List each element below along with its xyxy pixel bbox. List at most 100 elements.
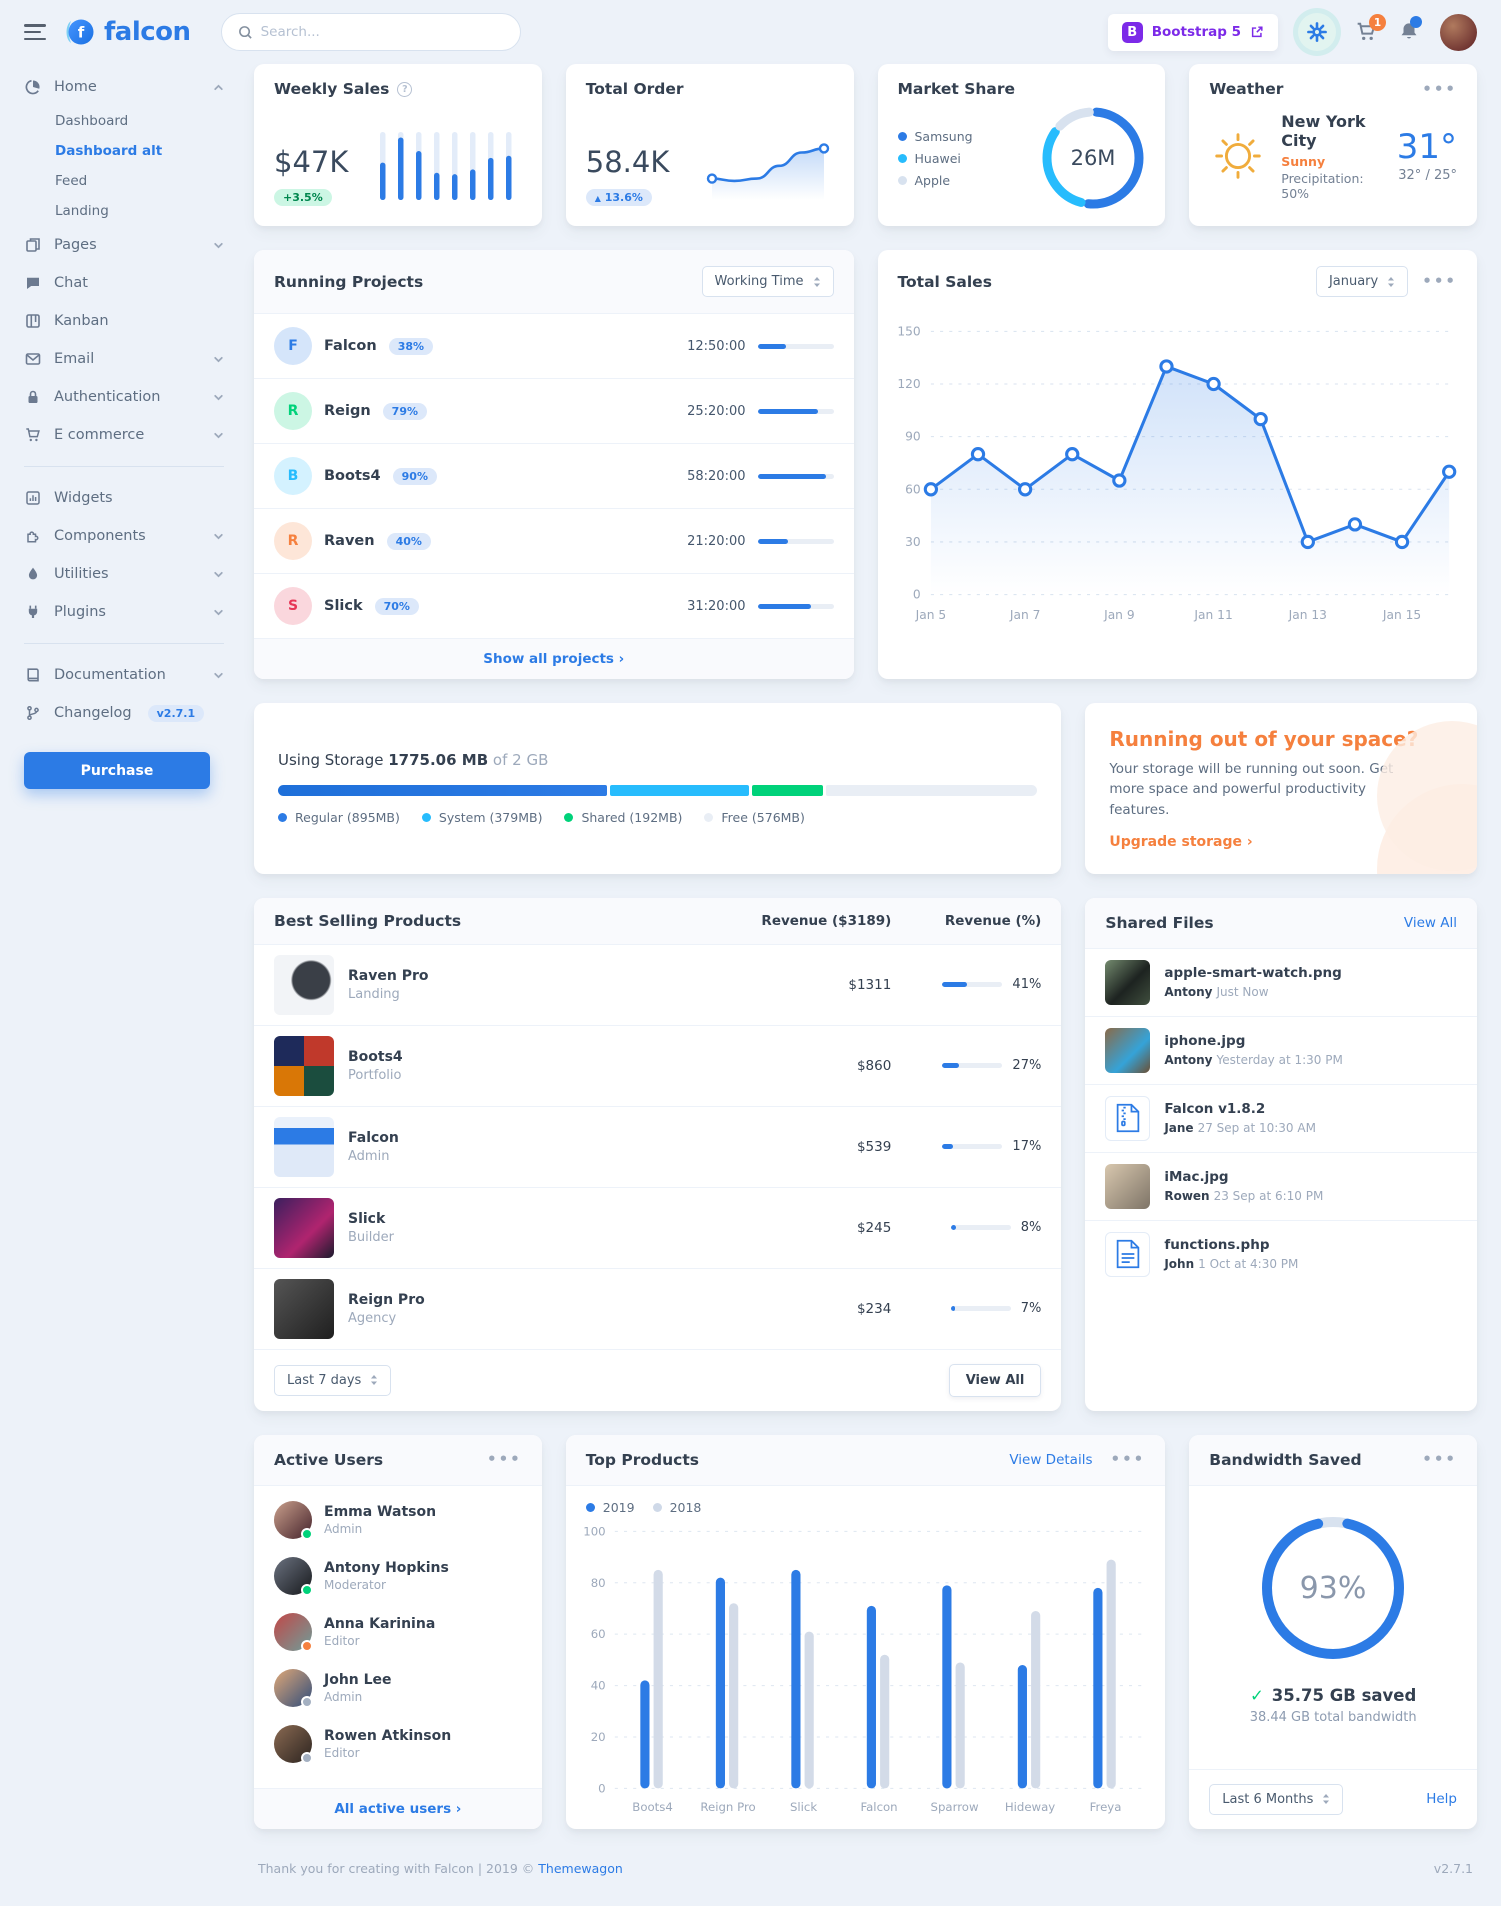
- product-name[interactable]: Reign Pro: [348, 1291, 425, 1308]
- working-time-select[interactable]: Working Time: [701, 266, 834, 297]
- zip-file-icon: [1105, 1095, 1151, 1141]
- month-select[interactable]: January: [1315, 266, 1409, 297]
- navbar-right: B Bootstrap 5: [1107, 13, 1477, 51]
- svg-text:0: 0: [912, 588, 920, 602]
- storage-legend-item: Free (576MB): [704, 810, 805, 825]
- sidebar-item-feed[interactable]: Feed: [55, 173, 88, 189]
- help-link[interactable]: Help: [1426, 1791, 1457, 1808]
- svg-text:Jan 9: Jan 9: [1103, 608, 1135, 622]
- search-input[interactable]: [260, 24, 504, 40]
- falcon-logo-icon: f: [62, 15, 96, 49]
- file-name[interactable]: Falcon v1.8.2: [1164, 1101, 1266, 1118]
- bootstrap-icon: B: [1121, 21, 1143, 43]
- sidebar-item-components[interactable]: Components: [24, 517, 224, 555]
- plug-icon: [24, 604, 42, 620]
- active-users-title: Active Users: [274, 1450, 384, 1469]
- svg-text:26M: 26M: [1071, 146, 1116, 170]
- email-icon: [24, 351, 42, 367]
- total-order-sparkline: [702, 126, 834, 206]
- sidebar-item-kanban[interactable]: Kanban: [24, 302, 224, 340]
- sidebar-item-widgets[interactable]: Widgets: [24, 479, 224, 517]
- upgrade-storage-link[interactable]: Upgrade storage ›: [1109, 833, 1253, 850]
- notifications-button[interactable]: [1398, 16, 1422, 43]
- sidebar-nav: Home Dashboard Dashboard alt Feed Landing Pag…: [24, 68, 224, 732]
- last-6-months-select[interactable]: Last 6 Months: [1209, 1783, 1344, 1815]
- weather-menu-icon[interactable]: •••: [1422, 79, 1457, 98]
- file-name[interactable]: iMac.jpg: [1164, 1169, 1229, 1186]
- sidebar-item-chat[interactable]: Chat: [24, 264, 224, 302]
- product-thumbnail: [274, 1035, 334, 1096]
- menu-toggle-icon[interactable]: [24, 24, 46, 40]
- product-name[interactable]: Raven Pro: [348, 967, 429, 984]
- show-all-projects-link[interactable]: Show all projects ›: [254, 638, 854, 679]
- bootstrap-link[interactable]: B Bootstrap 5: [1107, 13, 1278, 51]
- sidebar-item-dashboard-alt[interactable]: Dashboard alt: [55, 143, 163, 159]
- project-percent-badge: 40%: [386, 532, 431, 550]
- product-name[interactable]: Boots4: [348, 1048, 403, 1065]
- sidebar-item-dashboard[interactable]: Dashboard: [55, 113, 129, 129]
- user-name[interactable]: Anna Karinina: [324, 1615, 436, 1632]
- file-name[interactable]: apple-smart-watch.png: [1164, 965, 1342, 982]
- main-content: Weekly Sales? $47K +3.5% Total Order 58.…: [234, 64, 1501, 1906]
- user-name[interactable]: Antony Hopkins: [324, 1559, 449, 1576]
- sidebar-item-email[interactable]: Email: [24, 340, 224, 378]
- revenue-percent-bar: [950, 1306, 1011, 1312]
- status-dot: [301, 1527, 313, 1540]
- view-details-link[interactable]: View Details: [1009, 1451, 1093, 1468]
- sidebar-item-pages[interactable]: Pages: [24, 226, 224, 264]
- sidebar-item-utilities[interactable]: Utilities: [24, 555, 224, 593]
- project-name[interactable]: Falcon: [324, 338, 377, 354]
- project-name[interactable]: Reign: [324, 403, 371, 419]
- last-7-days-select[interactable]: Last 7 days: [274, 1364, 392, 1396]
- active-users-list: Emma Watson Admin Antony Hopkins Moderat…: [254, 1486, 542, 1772]
- user-name[interactable]: John Lee: [324, 1671, 392, 1688]
- sidebar-item-changelog[interactable]: Changelog v2.7.1: [24, 694, 224, 732]
- bandwidth-menu-icon[interactable]: •••: [1422, 1450, 1457, 1469]
- help-icon[interactable]: ?: [397, 81, 413, 97]
- sidebar-divider: [24, 466, 224, 467]
- file-name[interactable]: iphone.jpg: [1164, 1033, 1246, 1050]
- active-users-menu-icon[interactable]: •••: [486, 1450, 522, 1469]
- sidebar-item-authentication[interactable]: Authentication: [24, 378, 224, 416]
- falcon-logo[interactable]: f falcon: [62, 15, 191, 49]
- user-name[interactable]: Rowen Atkinson: [324, 1727, 452, 1744]
- cart-button[interactable]: 1: [1356, 14, 1386, 43]
- top-products-legend-item: 2019: [585, 1500, 635, 1515]
- active-user-row: John Lee Admin: [254, 1660, 542, 1716]
- product-name[interactable]: Falcon: [348, 1129, 399, 1146]
- market-share-title: Market Share: [897, 80, 1016, 98]
- purchase-button[interactable]: Purchase: [24, 752, 210, 789]
- search-box[interactable]: [220, 13, 521, 51]
- themewagon-link[interactable]: Themewagon: [538, 1860, 623, 1876]
- sidebar-item-documentation[interactable]: Documentation: [24, 656, 224, 694]
- sidebar-item-e-commerce[interactable]: E commerce: [24, 416, 224, 454]
- user-role: Editor: [324, 1633, 360, 1648]
- pages-icon: [24, 237, 42, 253]
- file-name[interactable]: functions.php: [1164, 1237, 1270, 1254]
- total-order-badge: ▲ 13.6%: [585, 189, 652, 206]
- user-avatar[interactable]: [1440, 13, 1477, 51]
- shared-files-view-all-link[interactable]: View All: [1403, 914, 1457, 931]
- project-name[interactable]: Boots4: [324, 468, 381, 484]
- chat-icon: [24, 275, 42, 291]
- sidebar-item-landing[interactable]: Landing: [55, 203, 109, 219]
- all-active-users-link[interactable]: All active users ›: [254, 1787, 542, 1829]
- market-share-legend: Samsung Huawei Apple: [897, 129, 973, 188]
- widgets-icon: [24, 490, 42, 506]
- top-products-menu-icon[interactable]: •••: [1110, 1450, 1146, 1469]
- project-name[interactable]: Slick: [324, 598, 363, 614]
- view-all-button[interactable]: View All: [948, 1363, 1042, 1397]
- user-name[interactable]: Emma Watson: [324, 1503, 437, 1520]
- product-revenue: $860: [856, 1057, 892, 1074]
- settings-button[interactable]: [1298, 13, 1336, 51]
- product-name[interactable]: Slick: [348, 1210, 386, 1227]
- svg-text:Hideway: Hideway: [1005, 1800, 1055, 1814]
- shared-file-row: Falcon v1.8.2 Jane 27 Sep at 10:30 AM: [1085, 1083, 1477, 1152]
- project-name[interactable]: Raven: [324, 533, 375, 549]
- footer-text: Thank you for creating with Falcon | 201…: [258, 1860, 539, 1876]
- weather-range: 32° / 25°: [1398, 167, 1457, 183]
- sidebar-item-plugins[interactable]: Plugins: [24, 593, 224, 631]
- svg-text:90: 90: [905, 430, 921, 444]
- total-sales-menu-icon[interactable]: •••: [1422, 272, 1457, 290]
- sidebar-item-home[interactable]: Home: [24, 68, 224, 106]
